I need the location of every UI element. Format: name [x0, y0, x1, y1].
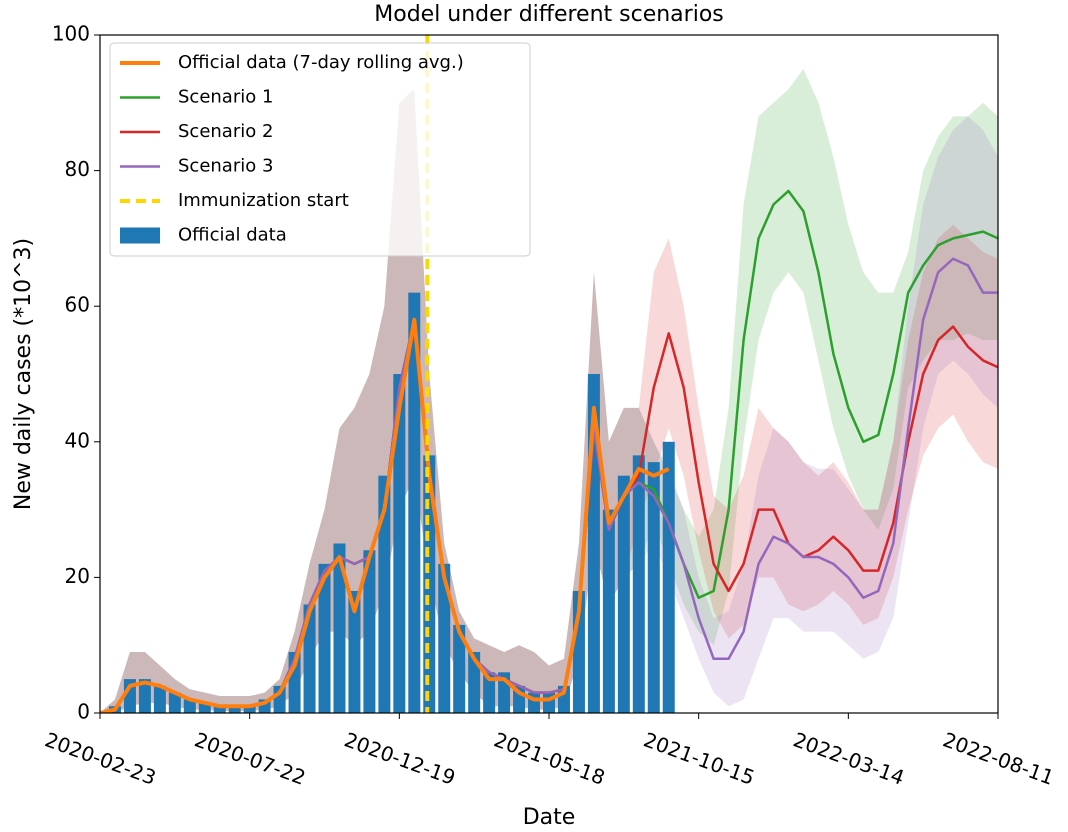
chart-title: Model under different scenarios [374, 2, 724, 27]
bar [393, 374, 406, 713]
bar [662, 441, 675, 713]
x-tick-label: 2021-10-15 [640, 727, 757, 789]
y-axis-label: New daily cases (*10^3) [11, 238, 36, 510]
x-tick-label: 2021-05-18 [491, 727, 608, 789]
bar [168, 692, 181, 713]
bar [483, 672, 496, 713]
bar [138, 679, 151, 713]
y-tick-label: 40 [65, 428, 90, 452]
series-line [100, 317, 670, 713]
bar [617, 475, 630, 713]
legend-label: Official data (7-day rolling avg.) [178, 52, 464, 73]
confidence-band [100, 89, 998, 713]
y-tick-label: 0 [77, 700, 90, 724]
bar [198, 702, 211, 713]
bar [183, 699, 196, 713]
x-tick-label: 2022-03-14 [790, 727, 907, 789]
bar [333, 543, 346, 713]
x-axis-label: Date [523, 805, 576, 830]
legend-swatch [120, 227, 160, 244]
bar [602, 509, 615, 713]
bar [453, 624, 466, 713]
bar [468, 651, 481, 713]
y-tick-label: 100 [52, 22, 90, 46]
plot [100, 35, 998, 713]
x-tick-label: 2020-07-22 [191, 727, 308, 789]
y-tick-label: 20 [65, 564, 90, 588]
bar [303, 604, 316, 713]
confidence-band [100, 68, 998, 713]
legend-label: Scenario 3 [178, 156, 273, 177]
bar [153, 685, 166, 713]
confidence-band [100, 89, 998, 713]
x-tick-label: 2022-08-11 [940, 727, 1057, 789]
bar [378, 475, 391, 713]
y-tick-label: 80 [65, 157, 90, 181]
legend-label: Immunization start [178, 190, 349, 211]
bar [348, 590, 361, 713]
bar [228, 706, 241, 713]
y-tick-label: 60 [65, 293, 90, 317]
x-tick-label: 2020-12-19 [341, 727, 458, 789]
bar [243, 706, 256, 713]
legend-label: Scenario 2 [178, 121, 273, 142]
x-tick-label: 2020-02-23 [42, 727, 159, 789]
legend-box [109, 42, 531, 257]
bar [632, 455, 645, 713]
bar [408, 292, 421, 713]
bar [363, 550, 376, 713]
bar [647, 462, 660, 713]
bar [438, 563, 451, 713]
legend-label: Official data [178, 225, 287, 246]
bar [213, 706, 226, 713]
legend-label: Scenario 1 [178, 87, 273, 108]
legend: Official data (7-day rolling avg.) Scenar… [109, 42, 531, 257]
bar [318, 563, 331, 713]
